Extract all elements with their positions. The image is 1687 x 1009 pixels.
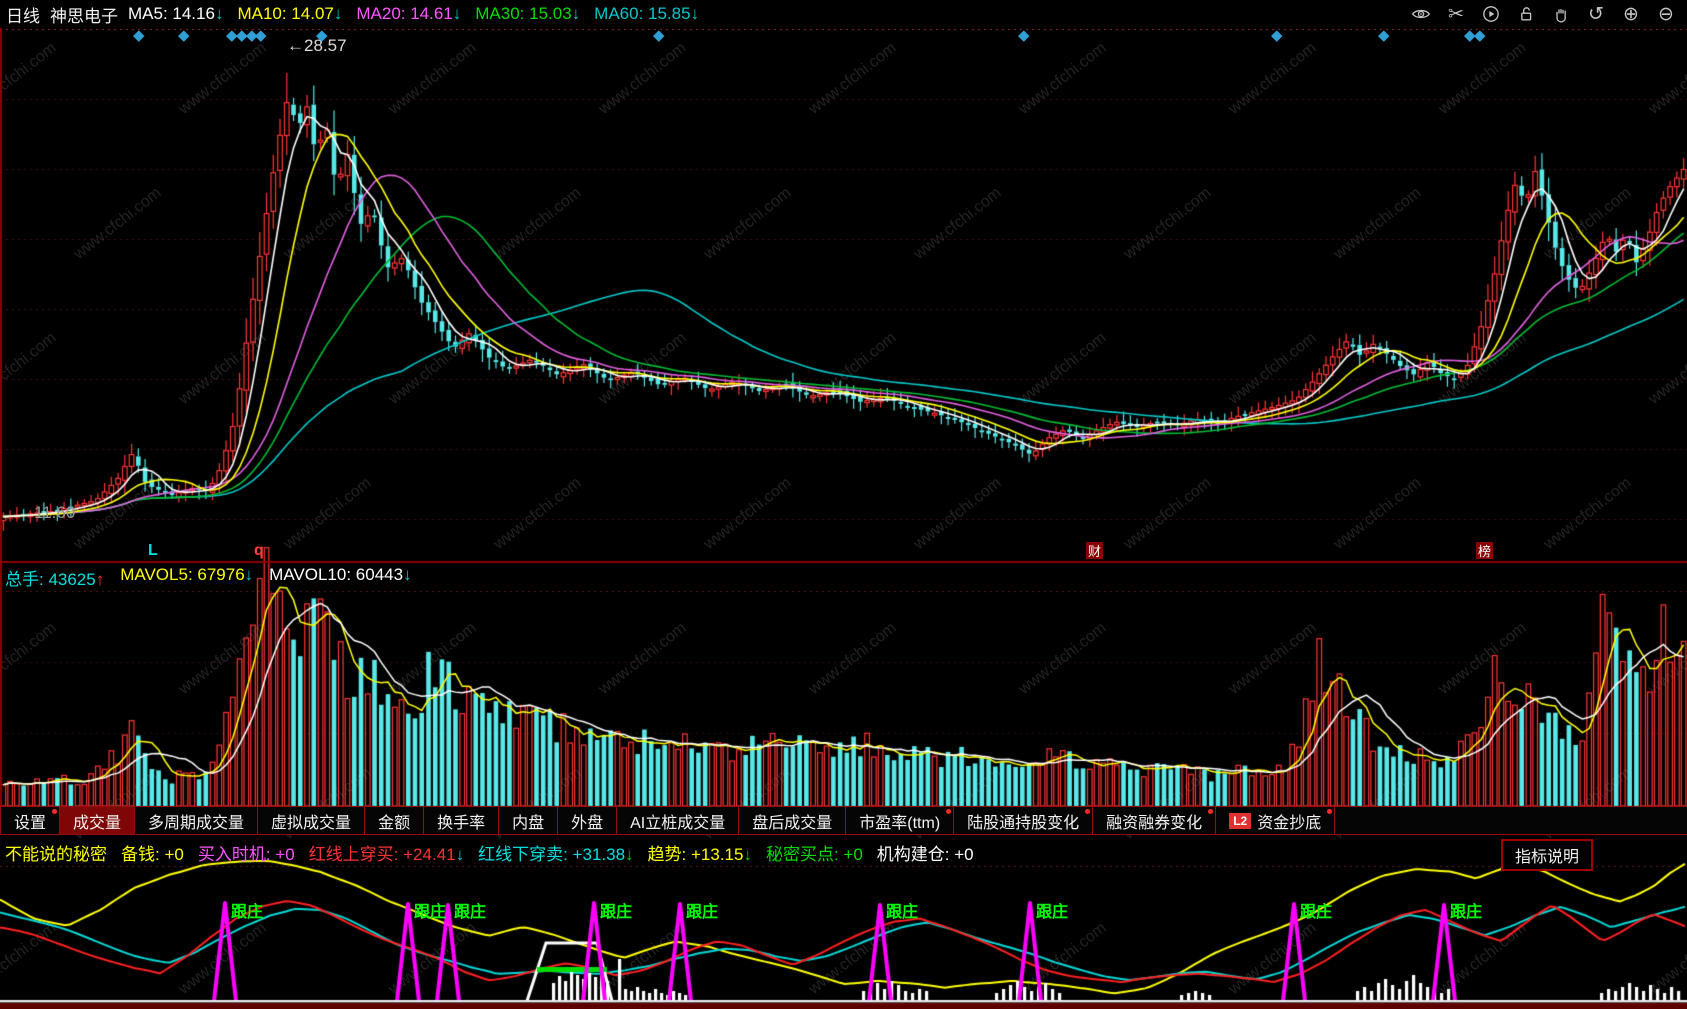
tab-label: 设置 xyxy=(14,814,47,832)
stock-name[interactable]: 神思电子 xyxy=(50,6,118,26)
toolbar: ✂ ↺ ⊕ ⊖ xyxy=(1410,3,1687,25)
tab-label: 市盈率(ttm) xyxy=(859,814,941,832)
notification-dot xyxy=(1085,809,1091,814)
volume-stat-1: 总手: 43625↑ xyxy=(5,570,105,589)
tab-label: 融资融券变化 xyxy=(1106,814,1203,832)
chart-marker-榜: 榜 xyxy=(1476,542,1493,559)
tab-label: AI立桩成交量 xyxy=(630,814,726,832)
indicator-stat-4: 红线上穿买: +24.41↓ xyxy=(308,845,465,864)
l2-badge: L2 xyxy=(1229,812,1252,829)
zoom-out-icon[interactable]: ⊖ xyxy=(1658,3,1674,25)
diamond-marker: ◆ xyxy=(1378,27,1390,44)
peak-price-label: ←28.57 xyxy=(287,36,347,55)
tab-市盈率(ttm)[interactable]: 市盈率(ttm) xyxy=(846,807,955,834)
hand-icon[interactable] xyxy=(1550,3,1572,25)
tab-label: 陆股通持股变化 xyxy=(967,814,1080,832)
indicator-stat-1: 不能说的秘密 xyxy=(5,845,107,864)
tab-虚拟成交量[interactable]: 虚拟成交量 xyxy=(258,807,366,834)
tab-label: 内盘 xyxy=(512,814,545,832)
indicator-help-button[interactable]: 指标说明 xyxy=(1500,839,1593,871)
low-price-label: 11.60 xyxy=(34,503,76,522)
tab-多周期成交量[interactable]: 多周期成交量 xyxy=(135,807,259,834)
chart-marker-q: q xyxy=(254,542,264,559)
tab-内盘[interactable]: 内盘 xyxy=(499,807,559,834)
tab-设置[interactable]: 设置 xyxy=(0,807,61,834)
diamond-marker: ◆ xyxy=(316,27,328,44)
ma-value-1: MA5: 14.16↓ xyxy=(128,4,224,23)
indicator-header: 不能说的秘密 备钱: +0 买入时机: +0 红线上穿买: +24.41↓ 红线下穿卖:… xyxy=(5,840,974,865)
genzhuang-label: 跟庄 xyxy=(414,904,447,921)
tab-陆股通持股变化[interactable]: 陆股通持股变化 xyxy=(954,807,1094,834)
indicator-stat-3: 买入时机: +0 xyxy=(197,845,295,864)
genzhuang-label: 跟庄 xyxy=(686,904,719,921)
diamond-marker: ◆ xyxy=(1474,27,1486,44)
ma-value-3: MA20: 14.61↓ xyxy=(356,4,462,23)
tab-label: 资金抄底 xyxy=(1257,814,1322,832)
tab-label: 多周期成交量 xyxy=(148,814,245,832)
tab-label: 盘后成交量 xyxy=(752,814,833,832)
diamond-marker: ◆ xyxy=(1271,27,1283,44)
zoom-in-icon[interactable]: ⊕ xyxy=(1623,3,1639,25)
tab-label: 外盘 xyxy=(571,814,604,832)
ma-values-group: MA5: 14.16↓ MA10: 14.07↓ MA20: 14.61↓ MA30:… xyxy=(128,4,699,24)
unlock-icon[interactable] xyxy=(1515,3,1537,25)
eye-icon[interactable] xyxy=(1410,3,1432,25)
notification-dot xyxy=(946,809,952,814)
diamond-marker: ◆ xyxy=(255,27,267,44)
ma-value-2: MA10: 14.07↓ xyxy=(237,4,343,23)
notification-dot xyxy=(52,809,58,814)
genzhuang-label: 跟庄 xyxy=(454,904,487,921)
diamond-marker: ◆ xyxy=(653,27,665,44)
genzhuang-label: 跟庄 xyxy=(1300,904,1333,921)
top-header-bar: 日线 神思电子 MA5: 14.16↓ MA10: 14.07↓ MA20: 14.… xyxy=(0,0,1687,28)
tab-外盘[interactable]: 外盘 xyxy=(558,807,618,834)
tab-label: 成交量 xyxy=(73,814,122,832)
notification-dot xyxy=(1208,809,1214,814)
volume-stat-3: MAVOL10: 60443↓ xyxy=(269,565,412,584)
diamond-marker: ◆ xyxy=(178,27,190,44)
indicator-stat-6: 趋势: +13.15↓ xyxy=(647,845,752,864)
tab-label: 虚拟成交量 xyxy=(271,814,352,832)
indicator-stat-7: 秘密买点: +0 xyxy=(765,845,863,864)
ma-value-4: MA30: 15.03↓ xyxy=(475,4,581,23)
diamond-marker: ◆ xyxy=(1018,27,1030,44)
undo-icon[interactable]: ↺ xyxy=(1588,3,1604,25)
genzhuang-label: 跟庄 xyxy=(231,904,264,921)
tab-融资融券变化[interactable]: 融资融券变化 xyxy=(1093,807,1217,834)
chart-marker-L: L xyxy=(148,542,158,559)
chart-marker-财: 财 xyxy=(1086,542,1103,559)
indicator-tab-bar: 设置 成交量 多周期成交量 虚拟成交量 金额 换手率 内盘 外盘 AI立桩成交量 盘后成交量 市盈率… xyxy=(0,806,1687,835)
genzhuang-label: 跟庄 xyxy=(600,904,633,921)
ma-value-5: MA60: 15.85↓ xyxy=(594,4,700,23)
indicator-stat-5: 红线下穿卖: +31.38↓ xyxy=(478,845,634,864)
period-label[interactable]: 日线 xyxy=(6,6,40,26)
notification-dot xyxy=(1327,809,1333,814)
genzhuang-label: 跟庄 xyxy=(1450,904,1483,921)
tab-换手率[interactable]: 换手率 xyxy=(424,807,500,834)
scissors-icon[interactable]: ✂ xyxy=(1448,3,1464,25)
tab-label: 换手率 xyxy=(437,814,486,832)
genzhuang-label: 跟庄 xyxy=(1036,904,1069,921)
diamond-marker: ◆ xyxy=(236,27,248,44)
play-circle-icon[interactable] xyxy=(1480,3,1502,25)
tab-AI立桩成交量[interactable]: AI立桩成交量 xyxy=(617,807,740,834)
volume-header: 总手: 43625↑ MAVOL5: 67976↓ MAVOL10: 60443↓ xyxy=(5,565,412,590)
tab-成交量[interactable]: 成交量 xyxy=(60,807,136,834)
diamond-marker: ◆ xyxy=(246,27,258,44)
diamond-marker: ◆ xyxy=(226,27,238,44)
diamond-marker: ◆ xyxy=(1464,27,1476,44)
genzhuang-label: 跟庄 xyxy=(886,904,919,921)
tab-资金抄底[interactable]: L2 资金抄底 xyxy=(1216,807,1336,834)
volume-stat-2: MAVOL5: 67976↓ xyxy=(120,565,254,584)
tab-label: 金额 xyxy=(378,814,411,832)
indicator-stat-2: 备钱: +0 xyxy=(121,845,184,864)
indicator-stat-8: 机构建仓: +0 xyxy=(876,845,974,864)
tab-金额[interactable]: 金额 xyxy=(365,807,425,834)
diamond-marker: ◆ xyxy=(133,27,145,44)
tab-盘后成交量[interactable]: 盘后成交量 xyxy=(739,807,847,834)
